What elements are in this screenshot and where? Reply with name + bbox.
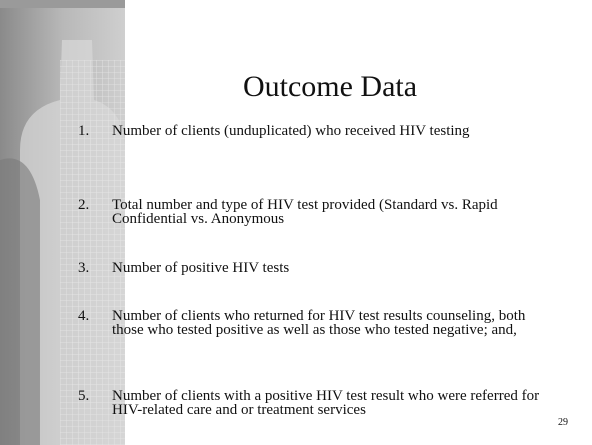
item-text: Number of clients with a positive HIV te… xyxy=(112,389,542,417)
top-band xyxy=(0,0,125,8)
item-text: Number of positive HIV tests xyxy=(112,261,542,275)
page-number: 29 xyxy=(558,417,568,428)
item-number: 2. xyxy=(78,198,89,212)
slide-title: Outcome Data xyxy=(160,70,500,104)
item-text: Total number and type of HIV test provid… xyxy=(112,198,542,226)
item-text: Number of clients (unduplicated) who rec… xyxy=(112,124,542,138)
bottle-shadow xyxy=(0,158,40,445)
item-number: 4. xyxy=(78,309,89,323)
item-text: Number of clients who returned for HIV t… xyxy=(112,309,542,337)
item-number: 1. xyxy=(78,124,89,138)
slide: {"header": {"title": "Outcome Data"}, "i… xyxy=(0,0,592,445)
item-number: 5. xyxy=(78,389,89,403)
item-number: 3. xyxy=(78,261,89,275)
